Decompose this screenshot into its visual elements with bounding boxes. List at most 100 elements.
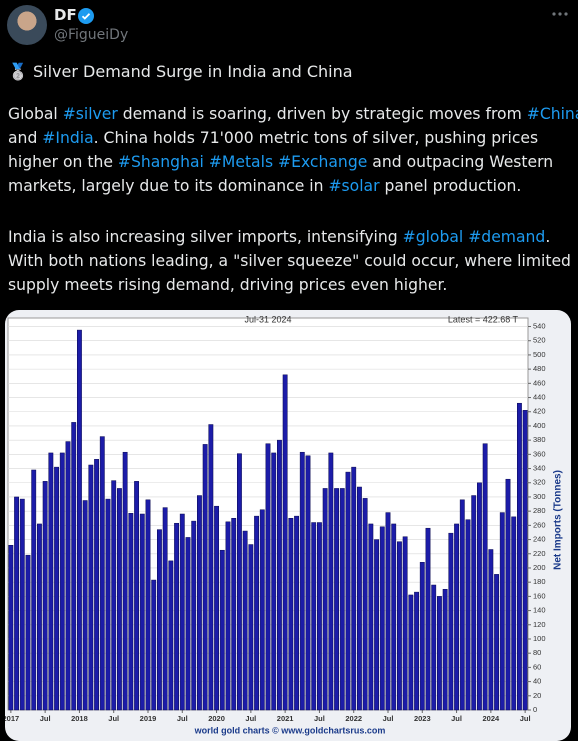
bar — [77, 329, 82, 711]
bar — [385, 512, 391, 711]
bar — [157, 529, 162, 711]
y-axis-label: Net Imports (Tonnes) — [553, 470, 564, 570]
bar — [437, 596, 442, 711]
bar — [448, 532, 454, 711]
y-tick-label: 120 — [533, 620, 546, 629]
y-tick-label: 500 — [533, 350, 546, 359]
bar — [271, 452, 277, 711]
y-tick-label: 400 — [533, 421, 546, 430]
text: demand is soaring, driven by strategic m… — [117, 105, 527, 123]
x-tick-label: Jul — [383, 714, 394, 723]
hashtag[interactable]: #Shanghai — [117, 153, 204, 171]
bar — [299, 451, 305, 711]
y-tick-label: 140 — [533, 606, 546, 615]
bar — [317, 522, 322, 711]
y-tick-label: 440 — [533, 393, 546, 402]
bar — [242, 530, 248, 711]
bar — [162, 507, 168, 711]
y-tick-label: 180 — [533, 577, 546, 586]
y-tick-label: 20 — [533, 691, 541, 700]
author-name[interactable]: DF — [54, 6, 77, 24]
x-tick-label: Jul — [40, 714, 51, 723]
verified-badge — [78, 8, 94, 24]
hashtag[interactable]: #global — [402, 228, 464, 246]
bar — [139, 513, 145, 711]
avatar[interactable] — [7, 5, 47, 45]
text-line: Global #silver demand is soaring, driven… — [8, 102, 578, 126]
bar — [425, 527, 431, 711]
bar — [477, 482, 482, 711]
y-tick-label: 540 — [533, 322, 546, 331]
x-tick-label: 2022 — [345, 714, 362, 723]
bar — [219, 549, 225, 711]
hashtag[interactable]: #silver — [62, 105, 118, 123]
bar — [277, 439, 282, 711]
bar — [345, 471, 351, 711]
y-tick-label: 340 — [533, 464, 546, 473]
chart-title: Jul-31 2024 — [244, 314, 291, 324]
bar — [334, 488, 339, 711]
bar — [197, 495, 202, 711]
bar — [37, 523, 42, 711]
bar — [19, 498, 25, 711]
hashtag[interactable]: #Exchange — [278, 153, 368, 171]
hashtag[interactable]: #demand — [468, 228, 546, 246]
bar — [117, 488, 122, 711]
bar — [214, 505, 219, 711]
y-tick-label: 380 — [533, 435, 546, 444]
bar — [391, 523, 397, 711]
bar — [362, 498, 368, 711]
bar — [305, 455, 311, 711]
bar — [31, 469, 37, 711]
bar — [379, 526, 385, 711]
hashtag[interactable]: #solar — [328, 177, 380, 195]
bar — [254, 515, 259, 711]
x-tick-label: 2024 — [483, 714, 501, 723]
text-line: and #India. China holds 71'000 metric to… — [8, 126, 578, 150]
y-tick-label: 40 — [533, 677, 541, 686]
author-handle[interactable]: @FigueiDy — [54, 27, 129, 43]
bar — [202, 444, 208, 711]
text-line: With both nations leading, a "silver squ… — [8, 249, 571, 273]
bar — [94, 459, 99, 711]
bar — [111, 480, 117, 711]
hashtag[interactable]: #China — [526, 105, 578, 123]
bar — [237, 453, 242, 711]
y-tick-label: 460 — [533, 378, 546, 387]
x-tick-label: 2020 — [208, 714, 225, 723]
more-menu[interactable] — [550, 4, 570, 24]
bar — [174, 522, 179, 711]
bar — [151, 579, 157, 711]
y-tick-label: 100 — [533, 634, 546, 643]
bar — [499, 512, 505, 711]
bar — [494, 574, 499, 711]
text: Global — [8, 105, 63, 123]
source: world gold charts © www.goldchartsrus.co… — [194, 725, 386, 735]
bar — [168, 560, 174, 711]
hashtag[interactable]: #India — [42, 129, 94, 147]
bar — [431, 584, 437, 711]
bar — [179, 513, 185, 711]
hashtag[interactable]: #Metals — [208, 153, 274, 171]
bar — [408, 594, 414, 711]
y-tick-label: 520 — [533, 336, 546, 345]
bar — [42, 481, 48, 711]
bar — [288, 518, 294, 711]
bar — [414, 591, 419, 711]
bar — [339, 488, 345, 711]
bar — [65, 441, 71, 711]
bar — [8, 544, 14, 711]
bar — [185, 537, 191, 711]
y-tick-label: 360 — [533, 449, 546, 458]
paragraph: India is also increasing silver imports,… — [8, 225, 571, 297]
bar — [357, 486, 362, 711]
x-tick-label: Jul — [314, 714, 325, 723]
bar — [374, 539, 379, 711]
text: supply meets rising demand, driving pric… — [8, 276, 448, 294]
bar — [122, 451, 128, 711]
bar — [282, 374, 288, 711]
bar — [328, 452, 334, 711]
y-tick-label: 480 — [533, 364, 546, 373]
x-tick-label: Jul — [520, 714, 531, 723]
